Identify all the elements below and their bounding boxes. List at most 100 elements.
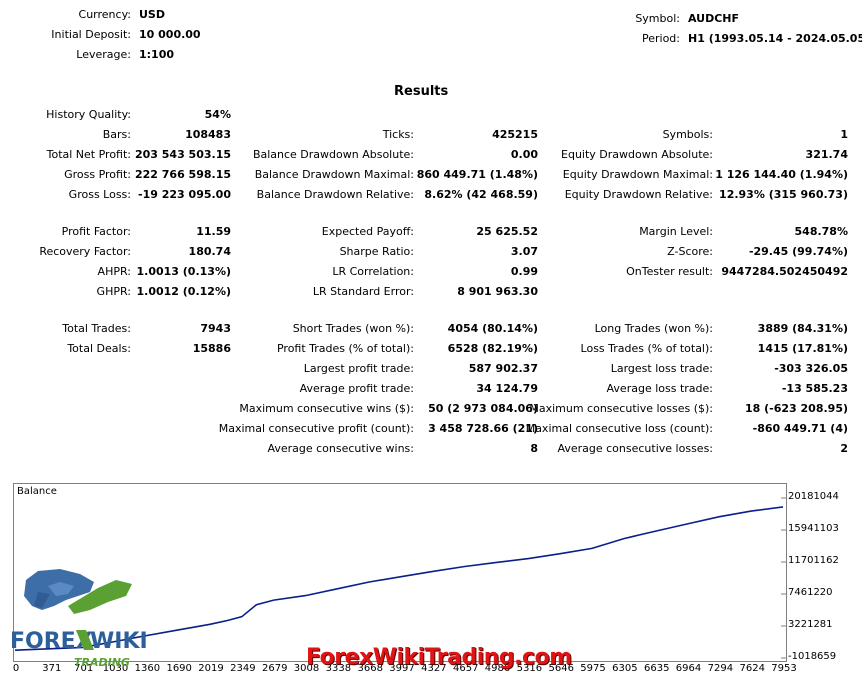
stat-col2-value: 860 449.71 (1.48%)	[416, 168, 538, 181]
stat-col1-label: Gross Profit:	[64, 168, 131, 181]
stat-col1-label: Bars:	[102, 128, 131, 141]
stat-col2-value: 34 124.79	[476, 382, 538, 395]
stat-col3-value: 548.78%	[794, 225, 848, 238]
stat-col3-label: Largest loss trade:	[610, 362, 713, 375]
y-tick-label: 7461220	[788, 587, 833, 598]
x-tick-label: 701	[74, 663, 94, 674]
stat-col3-label: OnTester result:	[626, 265, 713, 278]
stat-col3-value: 1 126 144.40 (1.94%)	[715, 168, 848, 181]
stat-col1-label: Total Deals:	[67, 342, 131, 355]
x-tick-label: 3338	[325, 663, 352, 674]
stat-col1-label: Total Net Profit:	[46, 148, 131, 161]
stat-col3-value: -13 585.23	[781, 382, 848, 395]
stat-col2-label: Short Trades (won %):	[292, 322, 414, 335]
stat-col1-value: 180.74	[188, 245, 231, 258]
stat-col1-value: 11.59	[196, 225, 231, 238]
x-tick-label: 5975	[580, 663, 606, 674]
stat-col2-value: 8 901 963.30	[457, 285, 538, 298]
stat-col2-label: LR Standard Error:	[312, 285, 414, 298]
x-tick-label: 7294	[707, 663, 734, 674]
x-tick-label: 7624	[739, 663, 765, 674]
stat-col2-value: 50 (2 973 084.06)	[428, 402, 538, 415]
balance-line	[14, 506, 784, 651]
stat-col2-label: Balance Drawdown Relative:	[256, 188, 414, 201]
stat-col3-label: Loss Trades (% of total):	[580, 342, 713, 355]
x-tick-label: 6305	[612, 663, 638, 674]
x-tick-label: 6635	[643, 663, 670, 674]
stat-col3-label: Long Trades (won %):	[594, 322, 713, 335]
period-label: Period:	[641, 32, 680, 45]
stat-col3-label: Z-Score:	[667, 245, 713, 258]
x-tick-label: 6964	[675, 663, 702, 674]
stat-col1-label: AHPR:	[97, 265, 131, 278]
symbol-value: AUDCHF	[688, 12, 740, 25]
stat-col2-label: Ticks:	[382, 128, 414, 141]
stat-col3-label: Margin Level:	[639, 225, 713, 238]
stat-col1-value: 108483	[185, 128, 231, 141]
balance-chart: Balance	[13, 483, 787, 662]
stat-col1-value: 54%	[204, 108, 231, 121]
deposit-value: 10 000.00	[139, 28, 201, 41]
stat-col2-label: Sharpe Ratio:	[339, 245, 414, 258]
stat-col3-label: Equity Drawdown Absolute:	[561, 148, 713, 161]
watermark-text: ForexWikiTrading.com	[306, 645, 572, 670]
x-tick-label: 5316	[516, 663, 543, 674]
logo-text-trading: TRADING	[74, 656, 130, 669]
stat-col3-value: 12.93% (315 960.73)	[719, 188, 848, 201]
y-tick-label: 20181044	[788, 491, 839, 502]
x-tick-label: 1690	[166, 663, 192, 674]
stat-col2-label: Expected Payoff:	[321, 225, 414, 238]
stat-col2-label: Largest profit trade:	[303, 362, 414, 375]
x-tick-label: 7953	[771, 663, 797, 674]
stat-col3-label: Average consecutive losses:	[557, 442, 713, 455]
stat-col3-value: 18 (-623 208.95)	[745, 402, 848, 415]
stat-col2-value: 25 625.52	[476, 225, 538, 238]
chart-legend: Balance	[17, 486, 57, 497]
currency-value: USD	[139, 8, 165, 21]
period-value: H1 (1993.05.14 - 2024.05.05)	[688, 32, 862, 45]
stat-col3-value: 9447284.502450492	[721, 265, 848, 278]
stat-col2-value: 6528 (82.19%)	[447, 342, 538, 355]
stat-col3-value: 3889 (84.31%)	[757, 322, 848, 335]
stat-col3-label: Maximal consecutive loss (count):	[525, 422, 713, 435]
stat-col2-value: 8	[530, 442, 538, 455]
results-title: Results	[394, 84, 449, 99]
logo-text-wiki: WIKI	[90, 629, 148, 654]
stat-col3-label: Equity Drawdown Maximal:	[562, 168, 713, 181]
stat-col2-label: Average consecutive wins:	[267, 442, 414, 455]
y-tick-label: 3221281	[788, 619, 833, 630]
stat-col1-label: GHPR:	[96, 285, 131, 298]
x-tick-label: 2679	[261, 663, 288, 674]
leverage-label: Leverage:	[76, 48, 131, 61]
stat-col1-value: 7943	[200, 322, 231, 335]
x-tick-label: 1360	[134, 663, 161, 674]
stat-col2-value: 425215	[492, 128, 538, 141]
stat-col1-label: History Quality:	[46, 108, 131, 121]
y-tick-label: -1018659	[788, 651, 837, 662]
stat-col2-value: 587 902.37	[468, 362, 538, 375]
stat-col3-value: 1	[840, 128, 848, 141]
currency-label: Currency:	[78, 8, 131, 21]
stat-col2-value: 3 458 728.66 (21)	[428, 422, 538, 435]
stat-col1-label: Total Trades:	[62, 322, 131, 335]
stat-col2-value: 4054 (80.14%)	[447, 322, 538, 335]
stat-col3-value: -29.45 (99.74%)	[748, 245, 848, 258]
stat-col2-value: 3.07	[510, 245, 538, 258]
stat-col1-value: 222 766 598.15	[134, 168, 231, 181]
stat-col2-label: LR Correlation:	[332, 265, 414, 278]
stat-col3-value: 321.74	[805, 148, 848, 161]
balance-plot	[14, 497, 786, 659]
stat-col3-value: -860 449.71 (4)	[752, 422, 848, 435]
y-tick-label: 15941103	[788, 523, 839, 534]
x-tick-label: 3668	[357, 663, 383, 674]
x-tick-label: 4327	[421, 663, 447, 674]
symbol-label: Symbol:	[635, 12, 680, 25]
stat-col1-label: Profit Factor:	[61, 225, 131, 238]
stat-col3-label: Symbols:	[662, 128, 713, 141]
stat-col1-label: Gross Loss:	[68, 188, 131, 201]
forexwiki-logo: FOREX WIKI TRADING	[8, 566, 158, 670]
stat-col2-label: Balance Drawdown Maximal:	[254, 168, 414, 181]
stat-col2-label: Maximum consecutive wins ($):	[239, 402, 414, 415]
x-tick-label: 2349	[230, 663, 256, 674]
stat-col2-label: Maximal consecutive profit (count):	[218, 422, 414, 435]
